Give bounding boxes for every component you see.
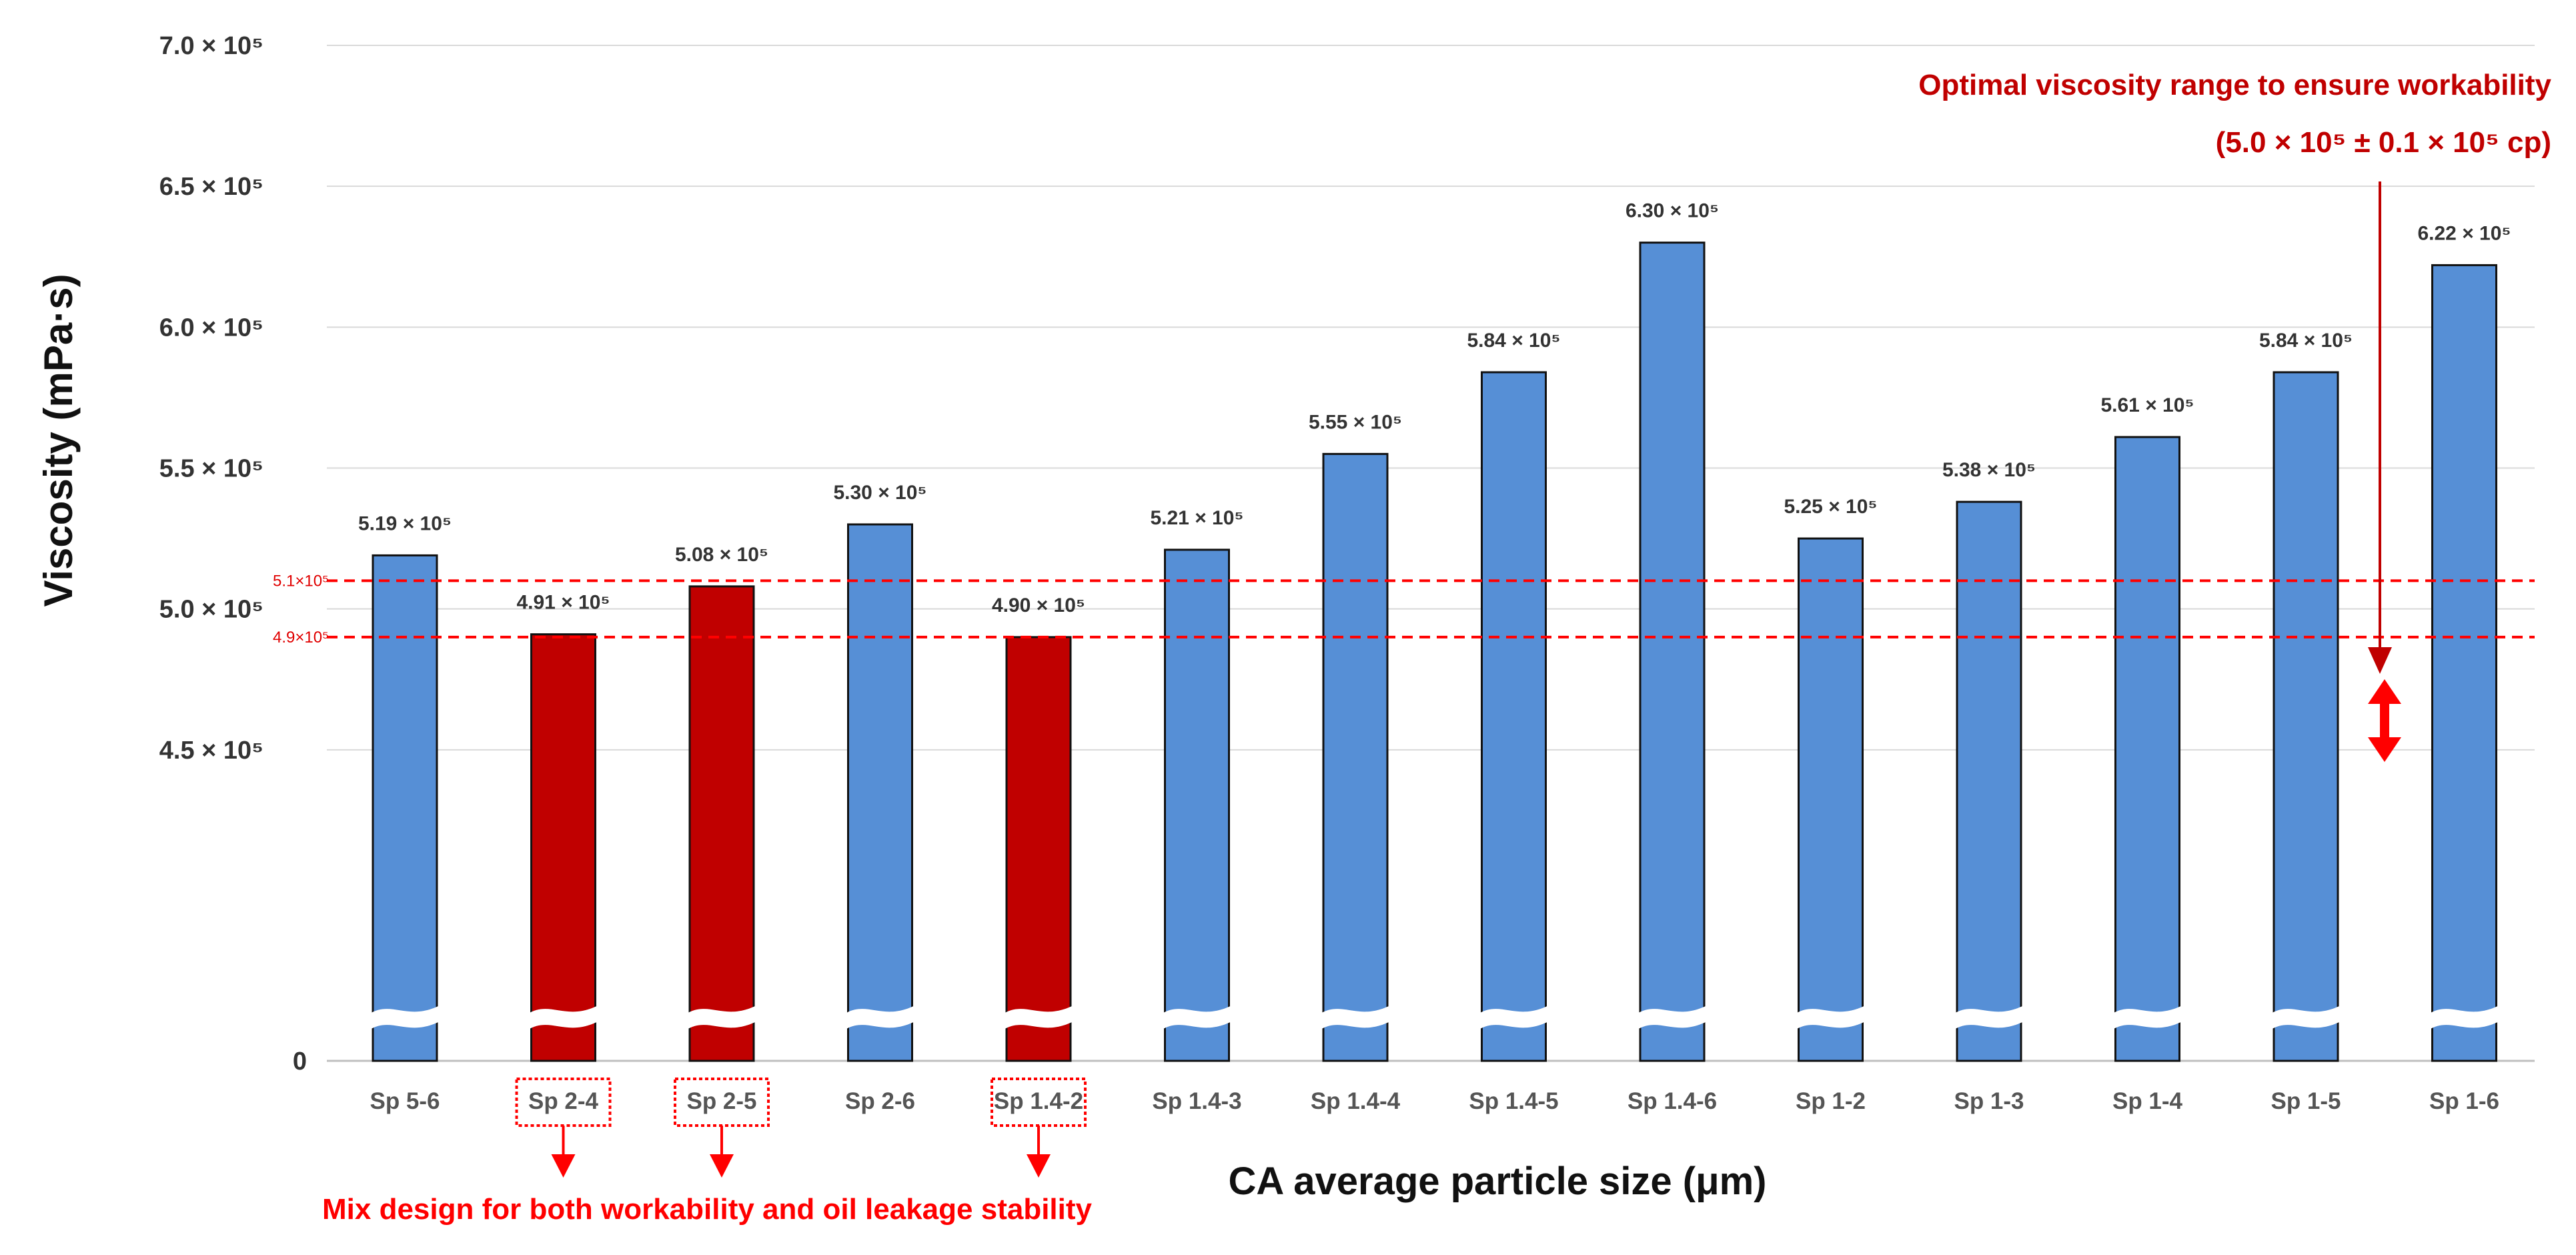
data-label: 5.21 × 10⁵ [1150,507,1243,529]
axis-break-mark [2428,1005,2501,1030]
optimal-range-annotation-value: (5.0 × 10⁵ ± 0.1 × 10⁵ cp) [2216,126,2551,159]
y-tick-label: 5.0 × 10⁵ [159,596,263,624]
category-label: Sp 1.4-6 [1628,1088,1717,1114]
y-tick-label: 6.5 × 10⁵ [159,173,263,201]
optimal-range-double-arrow-bottom [2368,737,2401,762]
bar-Sp-1-2 [1798,537,1864,1062]
bar-Sp-5-6 [372,554,438,1062]
data-label: 4.90 × 10⁵ [992,594,1085,616]
y-tick-label: 7.0 × 10⁵ [159,32,263,60]
axis-break-mark [844,1005,916,1030]
callout-arrowhead [551,1154,576,1178]
category-label: Sp 2-5 [686,1088,756,1114]
axis-break-mark [1953,1005,2025,1030]
reference-line-label: 4.9×10⁵ [273,629,329,647]
axis-break-mark [686,1005,758,1030]
y-tick-label: 4.5 × 10⁵ [159,737,263,765]
callout-arrowhead [710,1154,734,1178]
axis-break-mark [1477,1005,1550,1030]
data-label: 6.30 × 10⁵ [1626,200,1719,222]
data-label: 5.38 × 10⁵ [1942,459,2036,481]
axis-break-mark [2270,1005,2342,1030]
axis-break-mark [2111,1005,2184,1030]
bar-Sp-1-3 [1956,500,2022,1062]
category-labels: Sp 5-6 Sp 2-4 Sp 2-5 Sp 2-6 Sp 1.4-2 Sp 1.4-3… [370,1088,2499,1114]
bar-Sp-2-5 [688,585,755,1062]
y-axis-title: Viscosity (mPa·s) [36,274,81,606]
gridlines [327,45,2535,1062]
data-label: 5.08 × 10⁵ [675,544,768,566]
bar-Sp-2-4 [530,633,596,1062]
data-label: 5.84 × 10⁵ [2259,330,2353,352]
category-label: Sp 1.4-5 [1469,1088,1558,1114]
data-label: 5.30 × 10⁵ [833,482,926,504]
y-tick-label: 5.5 × 10⁵ [159,455,263,483]
category-label: Sp 2-6 [845,1088,915,1114]
data-label: 5.25 × 10⁵ [1784,496,1877,518]
data-label: 5.55 × 10⁵ [1309,411,1402,433]
bar-Sp-1_4-4 [1322,452,1389,1062]
category-label: Sp 1-6 [2429,1088,2499,1114]
bar-Sp-1-4 [2114,436,2180,1062]
data-label: 4.91 × 10⁵ [516,592,610,614]
category-label: Sp 1-3 [1954,1088,2024,1114]
bar-Sp-2-6 [847,523,913,1062]
category-label: Sp 5-6 [370,1088,440,1114]
category-label: Sp 1-4 [2112,1088,2183,1114]
axis-break-mark [369,1005,441,1030]
data-label: 5.84 × 10⁵ [1467,330,1560,352]
callout-arrowhead [1027,1154,1051,1178]
category-label: Sp 1.4-2 [994,1088,1083,1114]
category-label: Sp 1.4-3 [1152,1088,1241,1114]
mix-design-annotation: Mix design for both workability and oil … [322,1193,1093,1226]
bar-Sp-1_4-3 [1164,548,1230,1062]
axis-break-mark [527,1005,600,1030]
bar-Sp-1-6 [2431,264,2497,1062]
mix-design-callouts [515,1078,1087,1178]
bar-Sp-1_4-6 [1639,242,1706,1062]
bar-Sp-1_4-5 [1481,371,1547,1062]
category-label: Sp 1.4-4 [1311,1088,1401,1114]
axis-break-mark [1636,1005,1708,1030]
optimal-range-double-arrow-top [2368,679,2401,704]
data-label: 5.61 × 10⁵ [2100,394,2194,416]
category-label: Sp 1-2 [1796,1088,1866,1114]
axis-break-mark [1003,1005,1075,1030]
optimal-range-pointer-arrowhead [2368,647,2392,674]
bar-Sp-1-5 [2273,371,2339,1062]
category-label: Sp 2-4 [528,1088,599,1114]
optimal-range-annotation-title: Optimal viscosity range to ensure workab… [1918,69,2551,101]
data-label: 5.19 × 10⁵ [358,512,452,534]
x-axis-title: CA average particle size (μm) [1229,1160,1767,1203]
category-label: Sp 1-5 [2271,1088,2341,1114]
bars [369,242,2501,1062]
axis-break-mark [1319,1005,1391,1030]
axis-break-mark [1794,1005,1867,1030]
y-tick-label: 6.0 × 10⁵ [159,314,263,342]
data-label: 6.22 × 10⁵ [2417,222,2511,244]
reference-lines: 5.1×10⁵ 4.9×10⁵ [273,572,2535,647]
reference-line-label: 5.1×10⁵ [273,572,329,590]
y-tick-label: 0 [293,1048,307,1076]
axis-break-mark [1161,1005,1233,1030]
data-labels: 5.19 × 10⁵ 4.91 × 10⁵ 5.08 × 10⁵ 5.30 × 10⁵… [358,200,2511,616]
bar-Sp-1_4-2 [1005,636,1072,1062]
y-tick-labels: 0 4.5 × 10⁵ 5.0 × 10⁵ 5.5 × 10⁵ 6.0 × 10⁵ 6.5… [159,32,307,1076]
